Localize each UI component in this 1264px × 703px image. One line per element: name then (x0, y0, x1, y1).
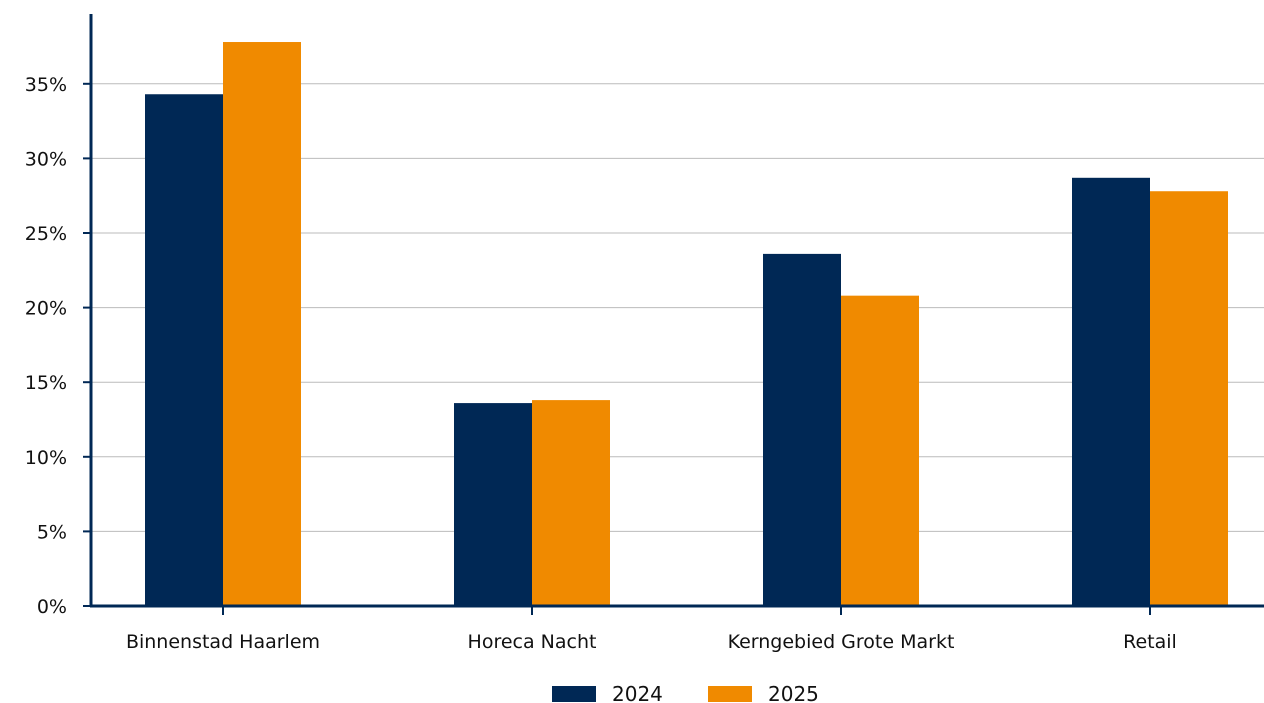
bars (145, 42, 1228, 607)
legend-swatch-2024 (552, 686, 596, 702)
legend-label-2025: 2025 (768, 682, 819, 703)
y-axis-ticks: 0% 5% 10% 15% 20% 25% 30% 35% (25, 74, 91, 618)
y-tick-label: 15% (25, 372, 67, 394)
x-tick-label: Horeca Nacht (468, 631, 597, 653)
y-tick-label: 10% (25, 447, 67, 469)
bar-2025-4 (1150, 191, 1228, 606)
bar-2024-2 (454, 403, 532, 606)
bar-2024-4 (1072, 177, 1150, 606)
x-tick-label: Retail (1123, 631, 1177, 653)
bar-2025-1 (223, 42, 301, 607)
y-tick-label: 5% (37, 521, 67, 543)
y-tick-label: 30% (25, 148, 67, 170)
y-tick-label: 35% (25, 74, 67, 96)
y-tick-label: 25% (25, 223, 67, 245)
bar-2025-2 (532, 400, 610, 606)
legend: 2024 2025 (552, 682, 819, 703)
legend-label-2024: 2024 (612, 682, 663, 703)
bar-2024-3 (763, 253, 841, 606)
bar-2024-1 (145, 94, 223, 606)
x-tick-label: Kerngebied Grote Markt (728, 631, 955, 653)
x-tick-label: Binnenstad Haarlem (126, 631, 320, 653)
axes (89, 14, 1264, 608)
y-tick-label: 0% (37, 596, 67, 618)
legend-swatch-2025 (708, 686, 752, 702)
y-tick-label: 20% (25, 298, 67, 320)
bar-2025-3 (841, 295, 919, 606)
x-axis-ticks: Binnenstad Haarlem Horeca Nacht Kerngebied… (126, 606, 1177, 653)
